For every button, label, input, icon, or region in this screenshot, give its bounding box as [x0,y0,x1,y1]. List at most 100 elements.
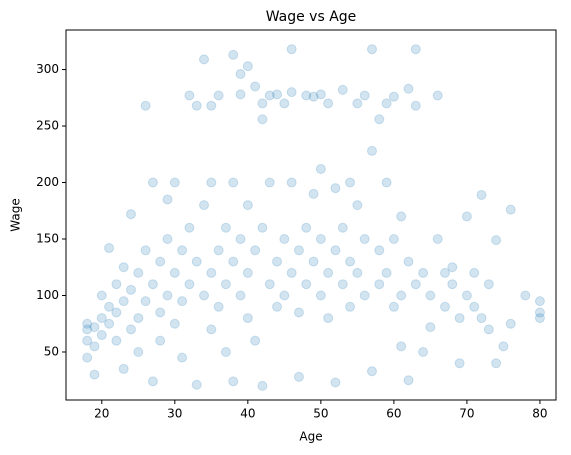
scatter-point [191,379,202,390]
scatter-point [133,313,144,324]
scatter-point [235,290,246,301]
scatter-point [286,267,297,278]
scatter-point [125,324,136,335]
scatter-point [125,209,136,220]
scatter-point [264,279,275,290]
scatter-point [308,91,319,102]
scatter-point [279,290,290,301]
scatter-point [461,211,472,222]
scatter-point [257,380,268,391]
scatter-point [242,267,253,278]
scatter-point [381,98,392,109]
scatter-point [440,301,451,312]
scatter-point [330,183,341,194]
scatter-point [162,194,173,205]
x-tick-label: 40 [240,407,255,421]
scatter-point [440,267,451,278]
scatter-point [374,245,385,256]
scatter-point [425,290,436,301]
scatter-point [96,330,107,341]
scatter-point [118,296,129,307]
scatter-point [206,100,217,111]
scatter-point [257,114,268,125]
scatter-point [418,346,429,357]
scatter-point [147,177,158,188]
scatter-point [366,366,377,377]
scatter-point [140,100,151,111]
scatter-point [96,290,107,301]
x-tick-label: 80 [532,407,547,421]
scatter-point [337,84,348,95]
scatter-point [242,313,253,324]
scatter-point [272,256,283,267]
scatter-point [315,163,326,174]
scatter-point [454,313,465,324]
scatter-point [396,341,407,352]
scatter-point [125,284,136,295]
y-tick-label: 150 [36,232,59,246]
scatter-point [147,279,158,290]
scatter-point [250,245,261,256]
scatter-point [483,324,494,335]
scatter-point [505,204,516,215]
scatter-point [308,256,319,267]
scatter-point [323,313,334,324]
scatter-point [111,335,122,346]
scatter-point [359,234,370,245]
scatter-point [366,145,377,156]
scatter-point [301,222,312,233]
scatter-point [352,98,363,109]
scatter-point [388,301,399,312]
scatter-point [330,245,341,256]
scatter-point [96,313,107,324]
scatter-point [206,324,217,335]
scatter-point [191,256,202,267]
scatter-point [403,256,414,267]
y-tick-label: 300 [36,62,59,76]
scatter-point [403,375,414,386]
scatter-point [199,54,210,65]
scatter-point [491,235,502,246]
plot-frame [65,29,557,401]
scatter-point [293,307,304,318]
scatter-point [469,301,480,312]
scatter-point [476,189,487,200]
scatter-point [286,177,297,188]
scatter-point [228,49,239,60]
scatter-point [469,267,480,278]
scatter-point [82,352,93,363]
scatter-point [381,267,392,278]
scatter-point [359,90,370,101]
scatter-point [177,245,188,256]
scatter-point [388,91,399,102]
scatter-point [118,363,129,374]
scatter-point [257,98,268,109]
scatter-point [505,318,516,329]
scatter-point [220,222,231,233]
scatter-point [534,296,545,307]
y-tick-label: 50 [44,344,59,358]
scatter-point [228,256,239,267]
scatter-point [264,90,275,101]
scatter-point [396,290,407,301]
scatter-point [286,87,297,98]
x-tick-label: 60 [386,407,401,421]
scatter-point [235,69,246,80]
scatter-point [301,279,312,290]
scatter-point [250,81,261,92]
scatter-point [345,256,356,267]
scatter-point [352,200,363,211]
scatter-point [293,245,304,256]
scatter-point [82,324,93,335]
scatter-point [337,279,348,290]
scatter-point [118,262,129,273]
y-tick-label: 100 [36,288,59,302]
scatter-point [169,318,180,329]
scatter-point [374,114,385,125]
scatter-point [374,279,385,290]
scatter-point [308,188,319,199]
scatter-point [89,341,100,352]
scatter-point [104,318,115,329]
y-tick-label: 200 [36,175,59,189]
